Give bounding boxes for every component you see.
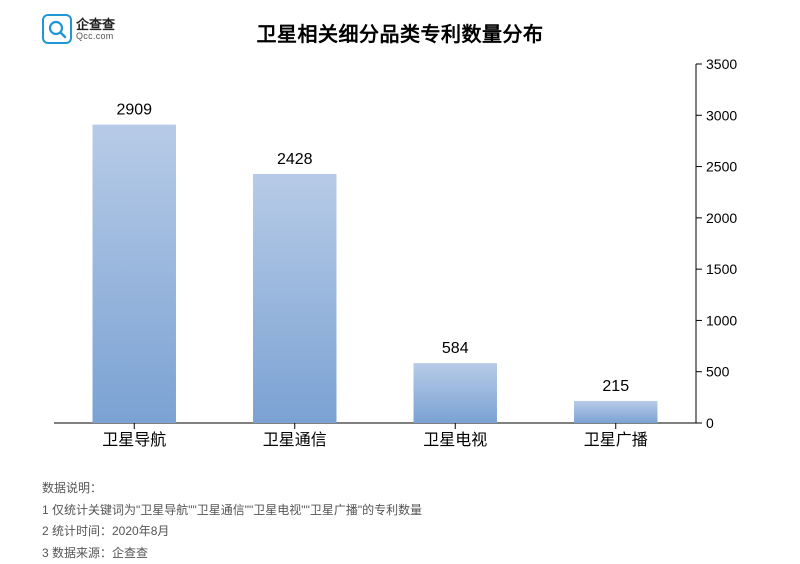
y-tick-label: 0	[706, 415, 714, 431]
bar	[574, 401, 657, 423]
y-tick-label: 1000	[706, 312, 737, 328]
notes-line-2: 2 统计时间：2020年8月	[42, 521, 422, 543]
y-tick-label: 500	[706, 364, 730, 380]
notes-line-1: 1 仅统计关键词为"卫星导航""卫星通信""卫星电视""卫星广播"的专利数量	[42, 500, 422, 522]
y-tick-label: 1500	[706, 261, 737, 277]
bar-value-label: 2909	[116, 102, 152, 119]
y-tick-label: 2500	[706, 159, 737, 175]
y-tick-label: 3000	[706, 107, 737, 123]
category-label: 卫星通信	[263, 431, 327, 449]
chart-area: 0 500 1000 1500 2000 2500 3000 3500 2909 卫星导航 2428…	[54, 58, 744, 453]
y-tick-label: 3500	[706, 58, 737, 72]
bar	[414, 363, 497, 423]
category-label: 卫星导航	[102, 431, 166, 449]
bar-value-label: 2428	[277, 151, 313, 168]
bar-value-label: 215	[602, 378, 629, 395]
data-notes: 数据说明： 1 仅统计关键词为"卫星导航""卫星通信""卫星电视""卫星广播"的…	[42, 478, 422, 564]
bar-chart: 0 500 1000 1500 2000 2500 3000 3500 2909 卫星导航 2428…	[54, 58, 744, 453]
bar-value-label: 584	[442, 340, 469, 357]
notes-line-3: 3 数据来源：企查查	[42, 543, 422, 564]
bar	[253, 174, 336, 423]
category-label: 卫星广播	[584, 431, 648, 449]
chart-title: 卫星相关细分品类专利数量分布	[0, 18, 800, 47]
category-label: 卫星电视	[423, 431, 487, 449]
notes-heading: 数据说明：	[42, 478, 422, 500]
y-tick-label: 2000	[706, 210, 737, 226]
bar	[93, 125, 176, 423]
